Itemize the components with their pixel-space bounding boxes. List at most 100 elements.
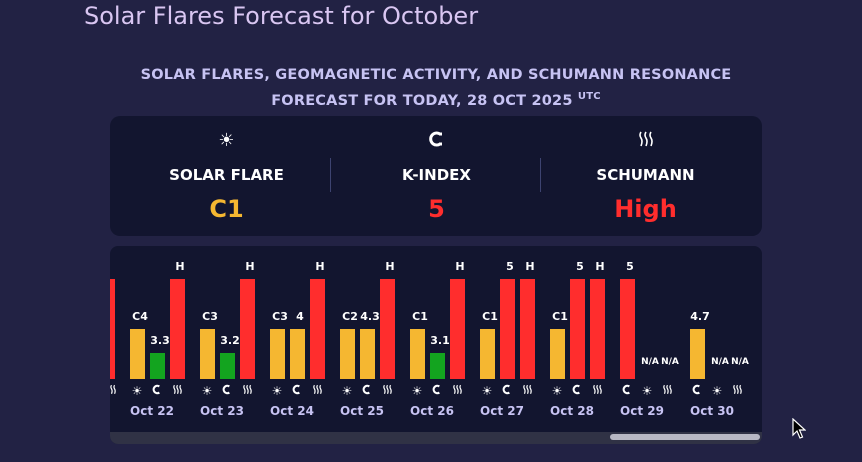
kindex-value: 5 (428, 195, 445, 223)
chart-bar-solar (550, 329, 565, 379)
page-title: Solar Flares Forecast for October (84, 2, 479, 30)
chart-label-solar: C1 (412, 310, 428, 323)
chart-bar-kindex (500, 279, 515, 379)
waves-icon (167, 384, 187, 398)
sun-icon: ☀ (271, 384, 283, 398)
chart-bar-kindex (220, 353, 235, 379)
chart-label-solar: C1 (482, 310, 498, 323)
waves-icon (587, 384, 607, 398)
chart-bar-solar (340, 329, 355, 379)
chart-label-kindex: 4.7 (690, 310, 710, 323)
waves-icon (537, 130, 754, 153)
chart-label-solar: C3 (272, 310, 288, 323)
waves-icon (657, 384, 677, 398)
chart-date-label: Oct 29 (620, 404, 664, 418)
mouse-cursor-icon (792, 418, 806, 439)
chart-bar-schumann (450, 279, 465, 379)
scrollbar-thumb[interactable] (610, 434, 760, 440)
waves-icon (447, 384, 467, 398)
waves-icon (110, 384, 121, 398)
chart-bar-kindex (430, 353, 445, 379)
chart-bar-kindex (690, 329, 705, 379)
chart-bar-solar (480, 329, 495, 379)
waves-icon (727, 384, 747, 398)
chart-label-solar: C3 (202, 310, 218, 323)
chart-bar-solar (270, 329, 285, 379)
divider (540, 158, 541, 192)
chart-label-schumann: H (455, 260, 465, 273)
magnet-icon (147, 384, 167, 398)
magnet-icon (287, 384, 307, 398)
subtitle-line-2: FORECAST FOR TODAY, 28 OCT 2025 UTC (110, 86, 762, 112)
subtitle-date: FORECAST FOR TODAY, 28 OCT 2025 (271, 93, 573, 109)
chart-label-schumann: H (315, 260, 325, 273)
sun-icon: ☀ (201, 384, 213, 398)
sun-icon: ☀ (481, 384, 493, 398)
subtitle-timezone: UTC (577, 91, 601, 102)
chart-bar-schumann (380, 279, 395, 379)
solar-flare-value: C1 (209, 195, 244, 223)
chart-label-solar: C4 (132, 310, 148, 323)
chart-bar-kindex (570, 279, 585, 379)
chart-label-solar-na: N/A (711, 357, 729, 367)
chart-bar-schumann (310, 279, 325, 379)
chart-bar-schumann (520, 279, 535, 379)
kindex-label: K-INDEX (402, 166, 471, 184)
chart-label-schumann: H (385, 260, 395, 273)
chart-bar-kindex (360, 329, 375, 379)
chart-label-solar: C1 (552, 310, 568, 323)
chart-date-label: Oct 24 (270, 404, 314, 418)
sun-icon: ☀ (131, 384, 143, 398)
chart-label-schumann: H (525, 260, 535, 273)
schumann-label: SCHUMANN (596, 166, 695, 184)
chart-label-kindex: 4 (296, 310, 304, 323)
chart-label-kindex: 5 (576, 260, 584, 273)
waves-icon (517, 384, 537, 398)
sun-icon: ☀ (641, 384, 653, 398)
chart-date-label: Oct 23 (200, 404, 244, 418)
sun-icon: ☀ (551, 384, 563, 398)
forecast-subtitle: SOLAR FLARES, GEOMAGNETIC ACTIVITY, AND … (110, 64, 762, 112)
chart-label-kindex: 4.3 (360, 310, 380, 323)
chart-label-schumann-na: N/A (661, 357, 679, 367)
chart-label-schumann-na: N/A (731, 357, 749, 367)
summary-solar: ☀ SOLAR FLARE C1 (118, 116, 335, 236)
chart-bar-schumann-partial (110, 279, 115, 379)
divider (330, 158, 331, 192)
magnet-icon (617, 384, 637, 398)
chart-bar-solar (410, 329, 425, 379)
chart-bar-kindex (620, 279, 635, 379)
chart-bar-schumann (590, 279, 605, 379)
chart-label-solar-na: N/A (641, 357, 659, 367)
chart-date-label: Oct 25 (340, 404, 384, 418)
chart-bar-solar (130, 329, 145, 379)
chart-bar-schumann (240, 279, 255, 379)
chart-bar-solar (200, 329, 215, 379)
chart-label-schumann: H (245, 260, 255, 273)
horizontal-scrollbar[interactable] (110, 432, 762, 444)
solar-flare-label: SOLAR FLARE (169, 166, 284, 184)
summary-schumann: SCHUMANN High (537, 116, 754, 236)
chart-label-schumann: H (595, 260, 605, 273)
chart-bar-kindex (290, 329, 305, 379)
magnet-icon (567, 384, 587, 398)
chart-date-label: Oct 28 (550, 404, 594, 418)
summary-kindex: K-INDEX 5 (328, 116, 545, 236)
sun-icon: ☀ (341, 384, 353, 398)
waves-icon (307, 384, 327, 398)
sun-icon: ☀ (411, 384, 423, 398)
subtitle-line-1: SOLAR FLARES, GEOMAGNETIC ACTIVITY, AND … (140, 67, 732, 83)
chart-date-label: Oct 30 (690, 404, 734, 418)
chart-bar-kindex (150, 353, 165, 379)
chart-date-label: Oct 27 (480, 404, 524, 418)
chart-label-kindex: 3.1 (430, 334, 450, 347)
chart-label-kindex: 5 (626, 260, 634, 273)
chart-date-label: Oct 26 (410, 404, 454, 418)
summary-panel: ☀ SOLAR FLARE C1 K-INDEX 5 SCHUMANN High (110, 116, 762, 236)
chart-label-kindex: 3.2 (220, 334, 240, 347)
schumann-value: High (614, 195, 677, 223)
chart-label-kindex: 5 (506, 260, 514, 273)
magnet-icon (357, 384, 377, 398)
magnet-icon (687, 384, 707, 398)
